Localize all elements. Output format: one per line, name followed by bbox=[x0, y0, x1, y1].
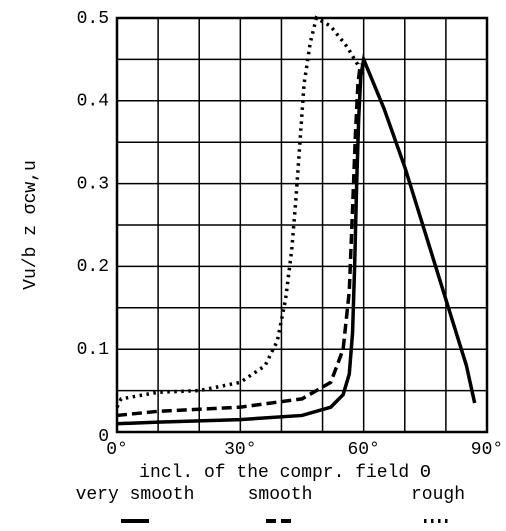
legend-label: smooth bbox=[248, 485, 313, 505]
line-series bbox=[115, 15, 362, 408]
y-tick-label: 0.3 bbox=[77, 174, 109, 194]
y-tick-label: 0.5 bbox=[77, 9, 109, 29]
plot-frame bbox=[115, 16, 489, 434]
y-tick-label: 0.1 bbox=[77, 340, 109, 360]
legend-label: rough bbox=[411, 485, 465, 505]
x-tick-label: 30° bbox=[224, 440, 256, 460]
y-tick-label: 0 bbox=[98, 427, 109, 447]
line-series bbox=[116, 63, 363, 418]
y-tick-label: 0.2 bbox=[77, 257, 109, 277]
x-tick-label: 90° bbox=[471, 440, 503, 460]
y-tick-label: 0.4 bbox=[77, 92, 109, 112]
y-axis-label: Vu/b z σcw,u bbox=[21, 160, 41, 290]
line-series bbox=[116, 53, 477, 426]
x-tick-label: 0° bbox=[106, 440, 128, 460]
x-tick-label: 60° bbox=[347, 440, 379, 460]
x-axis-label: incl. of the compr. field Θ bbox=[139, 463, 431, 483]
legend-label: very smooth bbox=[76, 485, 195, 505]
